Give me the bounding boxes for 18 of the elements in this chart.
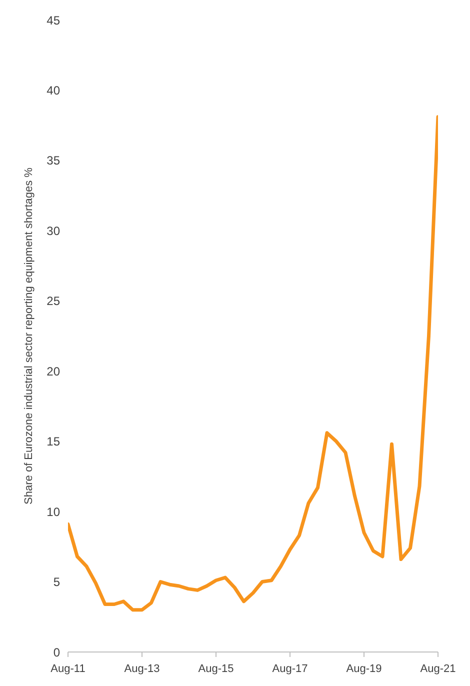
y-tick-label: 25: [46, 294, 60, 308]
y-tick-label: 10: [46, 504, 60, 519]
x-tick-label: Aug-19: [346, 663, 382, 675]
y-axis-title: Share of Eurozone industrial sector reporting equipment shortages %: [22, 167, 35, 504]
y-tick-label: 35: [46, 154, 60, 168]
x-tick-label: Aug-15: [198, 663, 234, 675]
y-tick-label: 5: [53, 575, 60, 590]
line-series: [68, 115, 438, 612]
y-tick-label: 15: [46, 434, 60, 449]
x-tick-label: Aug-13: [124, 663, 160, 675]
y-tick-label: 0: [53, 645, 60, 660]
y-tick-label: 30: [46, 224, 60, 238]
y-tick-label: 45: [46, 13, 60, 28]
x-tick-label: Aug-11: [50, 663, 86, 675]
x-tick-label: Aug-17: [272, 663, 308, 675]
x-tick-label: Aug-21: [420, 663, 456, 675]
y-tick-label: 40: [46, 83, 60, 98]
y-tick-label: 20: [46, 364, 60, 378]
